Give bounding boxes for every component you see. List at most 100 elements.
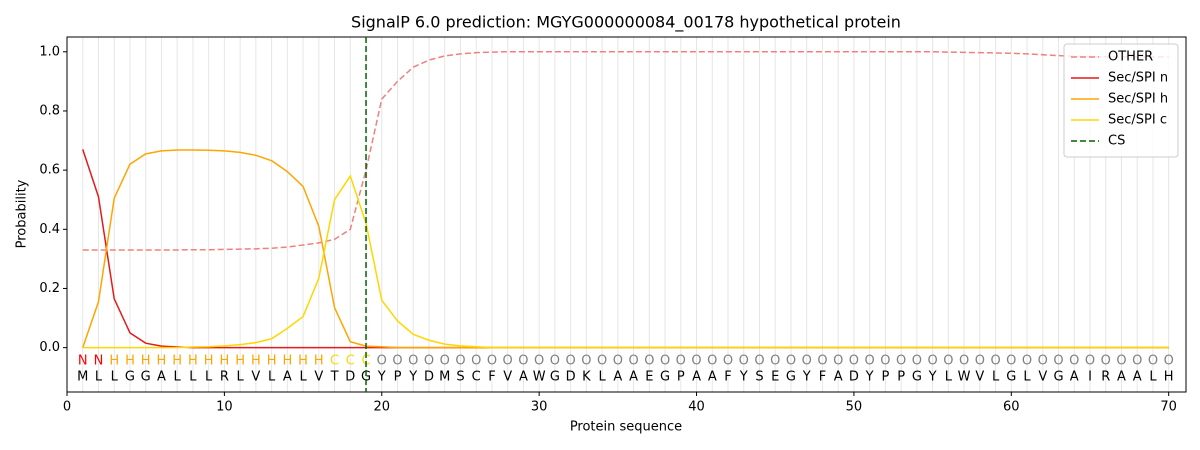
series-line [82, 51, 1169, 251]
residue: L [598, 370, 606, 385]
residue-class: H [314, 354, 324, 369]
residue: G [1006, 370, 1016, 385]
y-tick-label: 0.2 [39, 281, 60, 296]
residue: F [819, 370, 826, 385]
residue: Y [408, 370, 417, 385]
residue-class: O [927, 354, 937, 369]
residue: R [1101, 370, 1110, 385]
residue-class: O [1006, 354, 1016, 369]
residue: P [677, 370, 685, 385]
x-tick-label: 60 [1003, 400, 1020, 415]
residue-class: O [833, 354, 843, 369]
residue-class: O [802, 354, 812, 369]
residue-class: H [219, 354, 229, 369]
residue: T [330, 370, 339, 385]
residue: A [613, 370, 622, 385]
legend-box [1063, 43, 1179, 158]
residue-class: O [896, 354, 906, 369]
residue: Y [928, 370, 937, 385]
residue-class: O [739, 354, 749, 369]
residue-class: O [581, 354, 591, 369]
x-tick-label: 0 [63, 400, 71, 415]
x-tick-label: 10 [216, 400, 233, 415]
y-tick-label: 0.6 [39, 163, 60, 178]
residue: L [205, 370, 213, 385]
residue-class: O [1164, 354, 1174, 369]
residue: L [95, 370, 103, 385]
residue-class: C [330, 354, 339, 369]
residue-class: O [597, 354, 607, 369]
legend-label: OTHER [1108, 50, 1153, 65]
residue: V [503, 370, 512, 385]
residue-class: O [691, 354, 701, 369]
residue-class: O [660, 354, 670, 369]
residue-class: O [440, 354, 450, 369]
residue-class: O [959, 354, 969, 369]
residue-class: O [1038, 354, 1048, 369]
residue: A [283, 370, 292, 385]
residue: W [958, 370, 971, 385]
residue-class: H [157, 354, 167, 369]
residue: V [251, 370, 260, 385]
residue: V [1038, 370, 1047, 385]
residue: G [912, 370, 922, 385]
y-axis-label: Probability [15, 179, 30, 248]
residue: L [992, 370, 1000, 385]
residue: S [456, 370, 464, 385]
residue-class: H [141, 354, 151, 369]
residue: V [314, 370, 323, 385]
residue-class: O [487, 354, 497, 369]
residue-class: O [1101, 354, 1111, 369]
residue-class: O [975, 354, 985, 369]
residue: I [1088, 370, 1092, 385]
residue-class: H [172, 354, 182, 369]
residue-class: O [1116, 354, 1126, 369]
residue: D [849, 370, 859, 385]
residue-class: O [1132, 354, 1142, 369]
residue-class: O [534, 354, 544, 369]
residue: P [897, 370, 905, 385]
residue: L [174, 370, 182, 385]
residue: P [394, 370, 402, 385]
residue-class: O [880, 354, 890, 369]
residue: R [220, 370, 229, 385]
residue: A [1070, 370, 1079, 385]
residue: L [299, 370, 307, 385]
residue: Y [865, 370, 874, 385]
series-line [82, 174, 1169, 349]
residue: A [708, 370, 717, 385]
residue-class: O [455, 354, 465, 369]
residue-class: O [408, 354, 418, 369]
residue: L [236, 370, 244, 385]
residue-class: H [267, 354, 277, 369]
residue-class: O [1085, 354, 1095, 369]
residue-class: O [676, 354, 686, 369]
residue: Y [377, 370, 386, 385]
residue-class: O [644, 354, 654, 369]
residue: P [881, 370, 889, 385]
residue-class: O [377, 354, 387, 369]
y-tick-label: 0.0 [39, 340, 60, 355]
residue: L [268, 370, 276, 385]
residue: D [424, 370, 434, 385]
residue: A [1117, 370, 1126, 385]
residue: A [1133, 370, 1142, 385]
residue-class: O [849, 354, 859, 369]
residue-class: O [1069, 354, 1079, 369]
residue-class: O [943, 354, 953, 369]
residue-class: O [566, 354, 576, 369]
residue: S [755, 370, 763, 385]
residue: L [945, 370, 953, 385]
residue: C [472, 370, 481, 385]
residue-class: H [204, 354, 214, 369]
residue: A [157, 370, 166, 385]
y-tick-label: 0.4 [39, 222, 60, 237]
residue-class: O [550, 354, 560, 369]
residue-class: O [707, 354, 717, 369]
residue: G [1053, 370, 1063, 385]
residue-class: H [282, 354, 292, 369]
residue-class: H [298, 354, 308, 369]
chart-title: SignalP 6.0 prediction: MGYG000000084_00… [351, 13, 901, 33]
residue-class: H [251, 354, 261, 369]
y-tick-label: 0.8 [39, 103, 60, 118]
